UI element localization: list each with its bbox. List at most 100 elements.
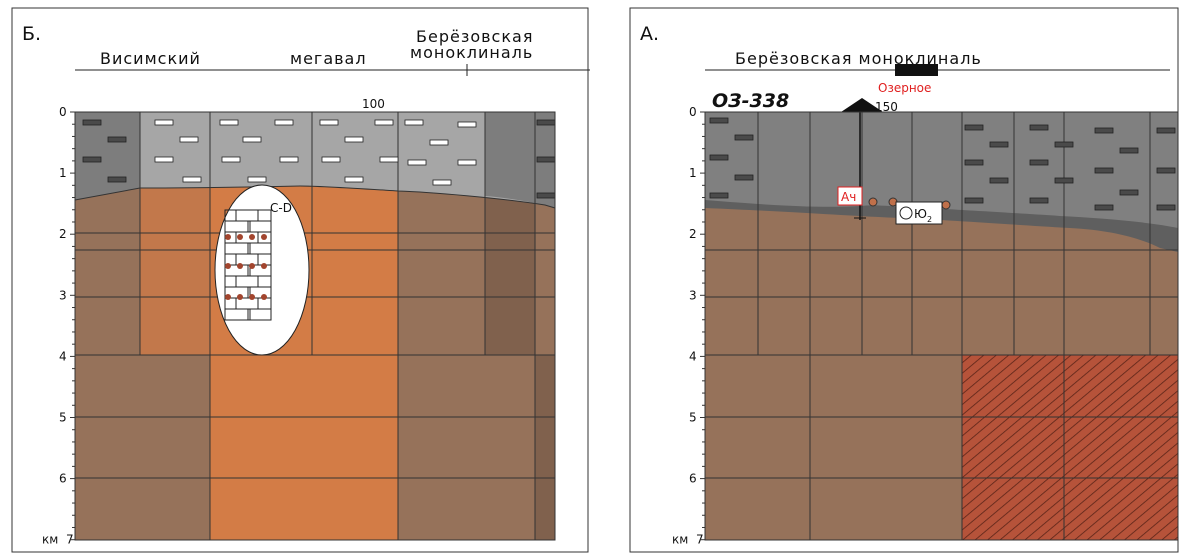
lithology-dash	[965, 125, 983, 130]
lithology-dash	[1157, 168, 1175, 173]
pebble	[261, 263, 267, 269]
lithology-dash	[248, 177, 266, 182]
depth-label: 0	[689, 105, 697, 119]
lithology-dash	[155, 120, 173, 125]
panel-a: А. Берёзовская моноклиналь Озерное ОЗ-33…	[640, 23, 1178, 547]
pebble	[225, 234, 231, 240]
sample-dot	[869, 198, 877, 206]
depth-label: 4	[689, 349, 697, 363]
figure: Б. Висимский мегавал Берёзовская монокли…	[0, 0, 1189, 559]
pebble	[225, 294, 231, 300]
lithology-dash	[322, 157, 340, 162]
lithology-dash	[1157, 205, 1175, 210]
lithology-dash	[433, 180, 451, 185]
pebble	[237, 294, 243, 300]
lithology-dash	[380, 157, 398, 162]
depth-label: 4	[59, 349, 67, 363]
lithology-dash	[108, 177, 126, 182]
dark-block	[485, 185, 535, 355]
lithology-dash	[458, 122, 476, 127]
lithology-dash	[405, 120, 423, 125]
structure-label: мегавал	[290, 49, 367, 68]
lithology-dash	[1095, 128, 1113, 133]
lithology-dash	[243, 137, 261, 142]
lithology-dash	[220, 120, 238, 125]
pebble	[249, 263, 255, 269]
depth-axis: 01234567км	[42, 105, 75, 547]
lithology-dash	[537, 193, 555, 198]
pebble	[261, 234, 267, 240]
depth-unit: км	[42, 533, 58, 547]
panel-letter: Б.	[22, 23, 41, 45]
lithology-dash	[1157, 128, 1175, 133]
sample-dot	[942, 201, 950, 209]
lithology-dash	[1055, 142, 1073, 147]
lithology-dash	[1030, 125, 1048, 130]
lithology-dash	[537, 120, 555, 125]
field-label: Озерное	[878, 81, 931, 95]
structure-label: Берёзовская моноклиналь	[735, 49, 982, 68]
panel-letter: А.	[640, 23, 659, 45]
lithology-dash	[345, 177, 363, 182]
lithology-dash	[83, 120, 101, 125]
lithology-dash	[183, 177, 201, 182]
depth-label: 3	[59, 288, 67, 302]
distance-label: 100	[362, 97, 385, 111]
lithology-dash	[375, 120, 393, 125]
lithology-dash	[990, 142, 1008, 147]
lithology-dash	[275, 120, 293, 125]
inset-label: С-D	[270, 201, 292, 215]
depth-label: 2	[59, 227, 67, 241]
structure-label: Висимский	[100, 49, 201, 68]
depth-label: 0	[59, 105, 67, 119]
pebble	[249, 294, 255, 300]
depth-label: 2	[689, 227, 697, 241]
panel-b: Б. Висимский мегавал Берёзовская монокли…	[22, 23, 590, 547]
lithology-dash	[430, 140, 448, 145]
lithology-dash	[1055, 178, 1073, 183]
lithology-dash	[1030, 198, 1048, 203]
depth-label: 6	[59, 472, 67, 486]
lithology-dash	[408, 160, 426, 165]
lithology-dash	[965, 160, 983, 165]
lithology-dash	[1120, 190, 1138, 195]
lithology-dash	[710, 193, 728, 198]
marker-label: Ач	[841, 190, 856, 204]
depth-unit: км	[672, 533, 688, 547]
depth-label: 5	[689, 411, 697, 425]
orange-block	[140, 185, 210, 355]
well-label: ОЗ-338	[712, 90, 789, 112]
structure-label: моноклиналь	[410, 43, 533, 62]
pebble	[225, 263, 231, 269]
depth-label: 1	[59, 166, 67, 180]
lithology-dash	[108, 137, 126, 142]
lithology-dash	[965, 198, 983, 203]
lithology-dash	[222, 157, 240, 162]
depth-label: 1	[689, 166, 697, 180]
lithology-dash	[83, 157, 101, 162]
lithology-dash	[1095, 205, 1113, 210]
lithology-dash	[1095, 168, 1113, 173]
depth-label: 6	[689, 472, 697, 486]
lithology-dash	[735, 175, 753, 180]
lithology-dash	[320, 120, 338, 125]
lithology-dash	[458, 160, 476, 165]
lithology-dash	[1030, 160, 1048, 165]
lithology-dash	[180, 137, 198, 142]
pebble	[249, 234, 255, 240]
lithology-dash	[990, 178, 1008, 183]
depth-label: 5	[59, 411, 67, 425]
lithology-dash	[155, 157, 173, 162]
pebble	[261, 294, 267, 300]
lithology-dash	[537, 157, 555, 162]
pebble	[237, 263, 243, 269]
lithology-dash	[710, 118, 728, 123]
lithology-dash	[710, 155, 728, 160]
lithology-dash	[280, 157, 298, 162]
hatched-zone	[962, 355, 1178, 540]
depth-label: 3	[689, 288, 697, 302]
pebble	[237, 234, 243, 240]
lithology-dash	[345, 137, 363, 142]
field-bar	[895, 64, 938, 76]
